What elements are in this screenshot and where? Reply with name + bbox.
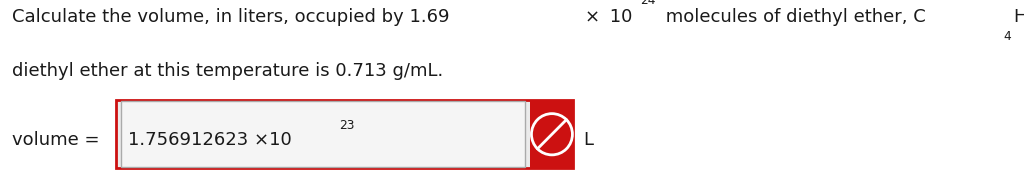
FancyBboxPatch shape <box>116 100 573 168</box>
Text: L: L <box>584 131 594 149</box>
Text: molecules of diethyl ether, C: molecules of diethyl ether, C <box>660 8 926 26</box>
Text: Calculate the volume, in liters, occupied by 1.69: Calculate the volume, in liters, occupie… <box>12 8 456 26</box>
Text: 4: 4 <box>1004 30 1011 43</box>
Text: H: H <box>1014 8 1024 26</box>
Text: volume =: volume = <box>12 131 105 149</box>
Text: ×: × <box>585 8 599 26</box>
FancyBboxPatch shape <box>121 101 525 167</box>
Text: 1.756912623 ×10: 1.756912623 ×10 <box>128 131 292 149</box>
Text: 10: 10 <box>604 8 632 26</box>
Text: 23: 23 <box>339 119 354 132</box>
Text: 24: 24 <box>640 0 655 8</box>
Text: diethyl ether at this temperature is 0.713 g/mL.: diethyl ether at this temperature is 0.7… <box>12 62 443 80</box>
FancyBboxPatch shape <box>530 100 573 168</box>
